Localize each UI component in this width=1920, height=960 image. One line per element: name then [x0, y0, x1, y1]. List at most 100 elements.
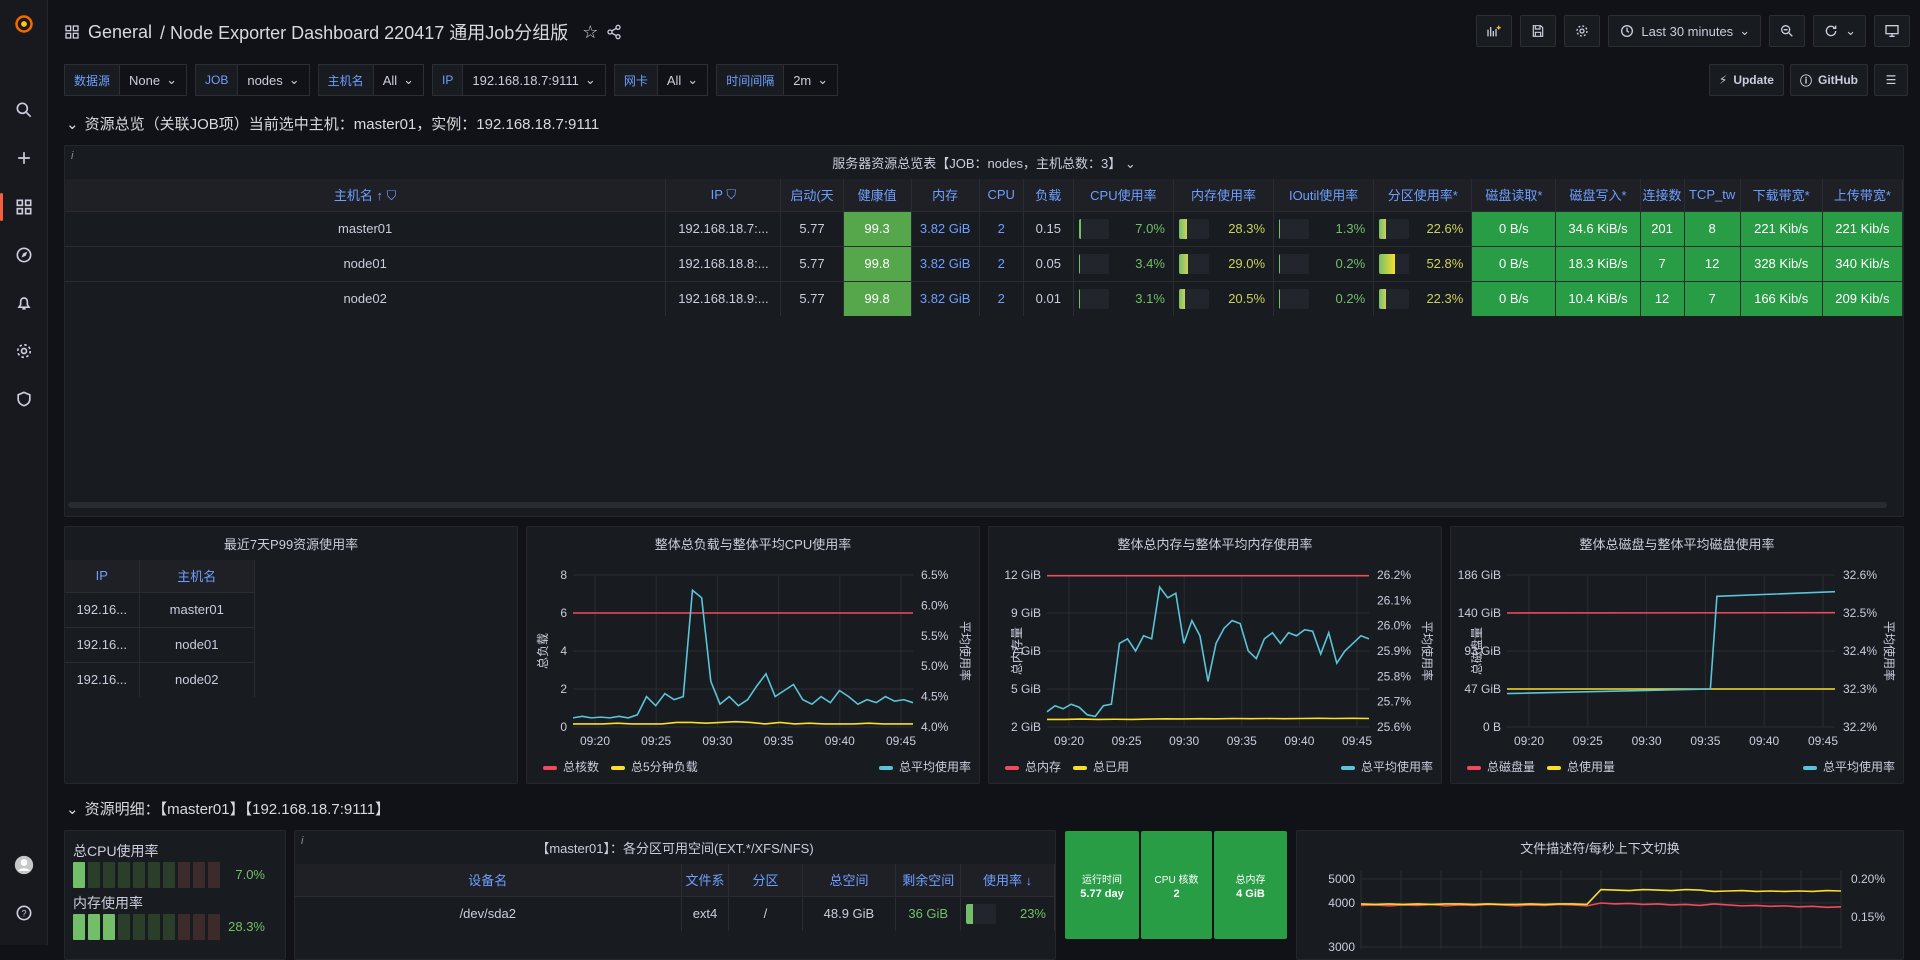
column-header[interactable]: TCP_tw: [1684, 179, 1740, 211]
menu-button[interactable]: ☰: [1874, 64, 1908, 96]
series-load5[interactable]: [573, 722, 913, 724]
panel-title[interactable]: 服务器资源总览表【JOB：nodes，主机总数：3】 ⌄: [65, 153, 1903, 172]
column-header[interactable]: 磁盘写入*: [1556, 179, 1640, 211]
series-disk-avg[interactable]: [1507, 592, 1835, 694]
column-header[interactable]: 使用率 ↓: [961, 864, 1055, 896]
column-header[interactable]: 连接数: [1640, 179, 1684, 211]
panel-title[interactable]: 【master01】：各分区可用空间(EXT.*/XFS/NFS): [295, 838, 1055, 857]
column-header[interactable]: 剩余空间: [896, 864, 961, 896]
row-header-details[interactable]: ⌄资源明细：【master01】【192.168.18.7:9111】: [66, 798, 390, 819]
legend-item[interactable]: 总内存: [1005, 758, 1061, 775]
explore-compass-icon[interactable]: [12, 243, 36, 267]
cell-host: node02: [65, 281, 666, 316]
variable-select[interactable]: 192.168.18.7:9111⌄: [463, 64, 605, 96]
legend-item[interactable]: 总已用: [1073, 758, 1129, 775]
alerting-bell-icon[interactable]: [12, 291, 36, 315]
column-header[interactable]: 启动(天: [781, 179, 843, 211]
table-row[interactable]: 192.16...node01: [65, 627, 255, 662]
table-row[interactable]: 192.16...node02: [65, 662, 255, 697]
variable-select[interactable]: All⌄: [374, 64, 424, 96]
column-header[interactable]: 负载: [1023, 179, 1073, 211]
legend-item[interactable]: 总5分钟负载: [611, 758, 698, 775]
plus-icon[interactable]: [12, 146, 36, 170]
legend-item[interactable]: 总核数: [543, 758, 599, 775]
column-header[interactable]: 内存使用率: [1173, 179, 1273, 211]
help-icon[interactable]: ?: [12, 901, 36, 925]
legend-item[interactable]: 总磁盘量: [1467, 758, 1535, 775]
variable-select[interactable]: All⌄: [658, 64, 708, 96]
tv-mode-button[interactable]: [1874, 15, 1910, 47]
legend-item[interactable]: 总使用量: [1547, 758, 1615, 775]
panel-title[interactable]: 最近7天P99资源使用率: [65, 534, 517, 553]
column-header[interactable]: 健康值: [843, 179, 911, 211]
column-header[interactable]: CPU使用率: [1073, 179, 1173, 211]
settings-button[interactable]: [1564, 15, 1600, 47]
column-header[interactable]: CPU: [979, 179, 1023, 211]
legend-item[interactable]: 总平均使用率: [879, 758, 971, 775]
column-header[interactable]: 总空间: [802, 864, 896, 896]
filter-icon[interactable]: ⛉: [723, 187, 736, 202]
table-row[interactable]: 192.16...master01: [65, 592, 255, 627]
legend-item[interactable]: 总平均使用率: [1341, 758, 1433, 775]
filter-icon[interactable]: ⛉: [387, 188, 397, 203]
star-icon[interactable]: ☆: [582, 22, 598, 43]
column-header[interactable]: IP ⛉: [666, 179, 781, 211]
add-panel-button[interactable]: [1476, 15, 1512, 47]
series-used-mem[interactable]: [1047, 718, 1369, 719]
cell-mem_pct: 20.5%: [1173, 281, 1273, 316]
column-header[interactable]: 主机名: [139, 560, 255, 592]
column-header[interactable]: 主机名 ↑ ⛉: [65, 179, 666, 211]
column-header[interactable]: 分区使用率*: [1374, 179, 1472, 211]
series-cpu-avg[interactable]: [573, 590, 913, 718]
sort-desc-icon[interactable]: ↓: [1022, 873, 1032, 888]
legend-item[interactable]: 总平均使用率: [1803, 758, 1895, 775]
column-header[interactable]: 设备名: [295, 864, 681, 896]
series-mem-avg[interactable]: [1047, 587, 1369, 716]
sort-asc-icon[interactable]: ↑: [373, 188, 387, 203]
gauge-bar: [1079, 289, 1109, 309]
search-icon[interactable]: [12, 98, 36, 122]
column-header[interactable]: 上传带宽*: [1822, 179, 1902, 211]
cell-fs: ext4: [681, 896, 729, 931]
save-button[interactable]: [1520, 15, 1556, 47]
gear-icon[interactable]: [12, 339, 36, 363]
update-link-button[interactable]: ⚡Update: [1709, 64, 1784, 96]
column-header[interactable]: IOutil使用率: [1274, 179, 1374, 211]
shield-icon[interactable]: [12, 387, 36, 411]
y-tick-label: 2: [560, 682, 567, 696]
variable-select[interactable]: nodes⌄: [238, 64, 309, 96]
row-header-overview[interactable]: ⌄资源总览（关联JOB项）当前选中主机：master01，实例：192.168.…: [66, 113, 599, 134]
variable-select[interactable]: 2m⌄: [784, 64, 838, 96]
column-header[interactable]: 分区: [729, 864, 802, 896]
refresh-button[interactable]: ⌄: [1813, 15, 1866, 47]
variable-select[interactable]: None⌄: [120, 64, 187, 96]
folder-link[interactable]: General: [88, 22, 152, 43]
zoom-out-button[interactable]: [1769, 15, 1805, 47]
column-header[interactable]: 内存: [911, 179, 979, 211]
horizontal-scrollbar[interactable]: [68, 502, 1887, 508]
cell-host: master01: [65, 211, 666, 246]
column-header[interactable]: 文件系: [681, 864, 729, 896]
avatar[interactable]: [12, 853, 36, 877]
dashboards-icon[interactable]: [12, 195, 36, 219]
grafana-logo-icon[interactable]: [12, 12, 36, 36]
column-header[interactable]: 磁盘读取*: [1472, 179, 1556, 211]
cell-host: master01: [139, 592, 255, 627]
share-icon[interactable]: [606, 24, 622, 40]
time-picker-button[interactable]: Last 30 minutes⌄: [1608, 15, 1761, 47]
column-header[interactable]: 下载带宽*: [1740, 179, 1822, 211]
column-header[interactable]: IP: [65, 560, 139, 592]
dashboard-title[interactable]: / Node Exporter Dashboard 220417 通用Job分组…: [160, 19, 568, 45]
